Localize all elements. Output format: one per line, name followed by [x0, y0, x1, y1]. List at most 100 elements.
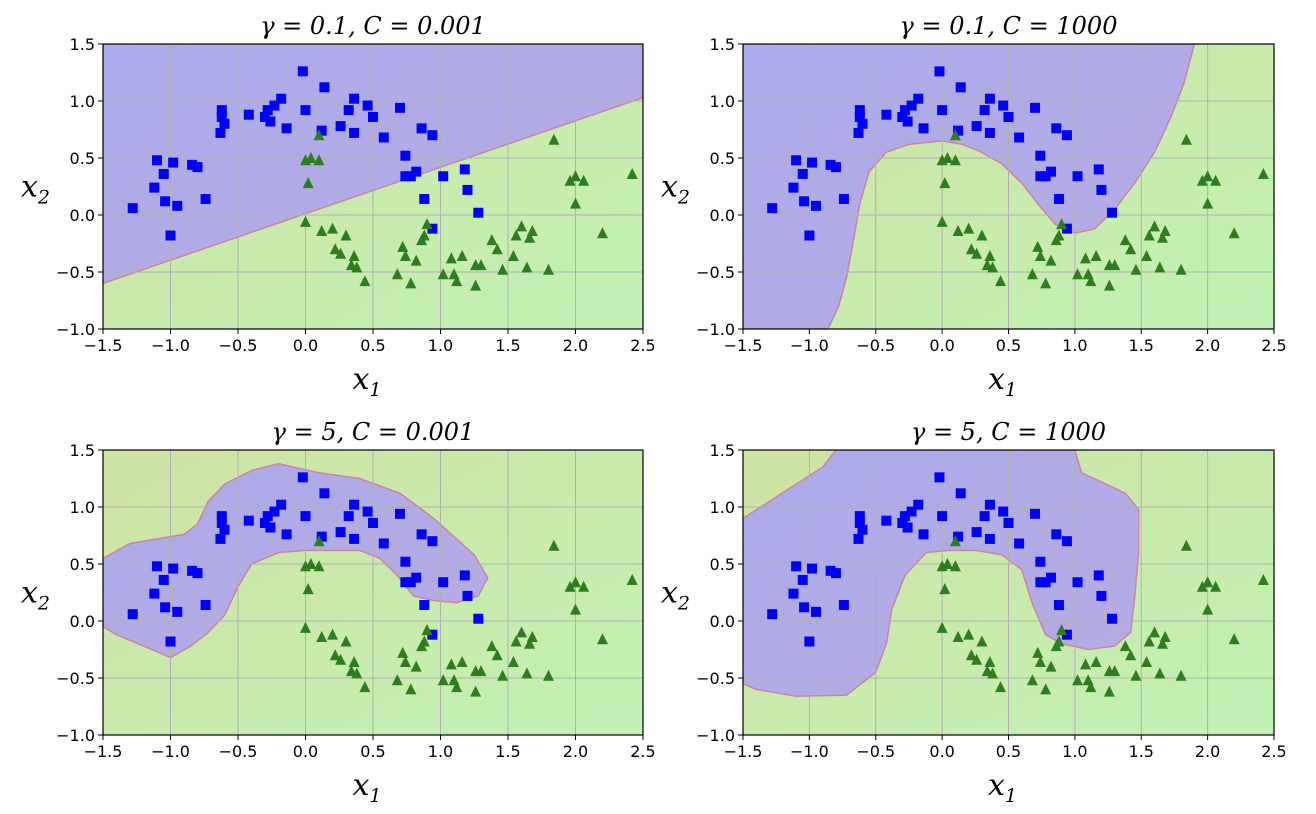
class0-point [400, 556, 411, 567]
class1-point [1154, 667, 1166, 679]
class0-point [857, 118, 868, 129]
class1-point [399, 250, 411, 262]
class0-point [854, 511, 865, 522]
x-axis-label: x1 [988, 362, 1017, 401]
class1-point [976, 635, 988, 647]
class1-point [524, 231, 536, 243]
class0-point [349, 499, 360, 510]
class0-point [979, 511, 990, 522]
class1-point [1156, 637, 1168, 649]
class0-point [378, 132, 389, 143]
class0-point [395, 102, 405, 113]
x-tick-label: 0.0 [929, 742, 954, 761]
class1-point [578, 174, 590, 186]
class0-point [1072, 171, 1083, 182]
class0-point [788, 182, 799, 193]
class0-point [1061, 130, 1072, 141]
class0-point [1096, 184, 1107, 195]
class0-point [378, 538, 389, 549]
class0-point [811, 200, 822, 211]
class0-point [368, 111, 378, 122]
class1-point [1125, 649, 1137, 661]
class0-point [165, 230, 176, 241]
class0-point [998, 100, 1009, 111]
x-tick-label: 0.0 [293, 336, 318, 355]
x-tick-label: 0.5 [360, 336, 385, 355]
class0-point [300, 105, 311, 116]
class0-point [165, 636, 176, 647]
x-tick-label: 0.0 [293, 742, 318, 761]
class0-point [243, 515, 254, 526]
class0-point [411, 572, 422, 583]
y-tick-label: −0.5 [696, 669, 735, 688]
class1-point [1079, 252, 1091, 264]
x-tick-label: −1.0 [151, 336, 190, 355]
class0-point [335, 121, 346, 132]
class1-point [1040, 683, 1052, 695]
class1-point [313, 560, 325, 572]
class1-point [391, 674, 403, 686]
class0-point [405, 171, 416, 182]
y-tick-label: 1.5 [710, 441, 735, 460]
class1-point [526, 224, 538, 236]
x-tick-label: −0.5 [219, 742, 258, 761]
class1-point [405, 683, 417, 695]
class1-point [578, 580, 590, 592]
class0-point [807, 157, 818, 168]
y-axis-label: x2 [661, 576, 690, 615]
class0-point [984, 93, 995, 104]
class1-point [316, 630, 328, 642]
x-tick-label: 2.0 [1195, 336, 1220, 355]
class1-point [1154, 261, 1166, 273]
class1-point [486, 640, 498, 652]
x-tick-label: 0.5 [996, 336, 1021, 355]
class0-point [473, 613, 484, 624]
class1-point [570, 603, 581, 615]
class0-point [854, 111, 865, 122]
class0-point [187, 565, 198, 576]
class1-point [939, 583, 951, 595]
class0-point [906, 100, 917, 111]
class0-point [1045, 166, 1056, 177]
class1-point [971, 653, 983, 665]
class1-point [437, 674, 449, 686]
class1-point [570, 576, 581, 588]
class0-point [319, 488, 330, 499]
x-tick-label: 2.5 [1261, 742, 1286, 761]
class0-point [400, 150, 411, 161]
class1-point [939, 177, 951, 189]
class1-point [521, 261, 533, 273]
class0-point [953, 531, 964, 542]
class1-point [305, 558, 317, 569]
class0-point [902, 522, 913, 533]
x-tick-label: −1.0 [151, 742, 190, 761]
x-tick-label: 1.5 [1129, 336, 1154, 355]
class0-point [1107, 613, 1118, 624]
class0-point [343, 511, 354, 522]
class0-point [400, 171, 411, 182]
class0-point [316, 125, 327, 136]
class1-point [1053, 229, 1065, 241]
x-tick-label: −1.5 [724, 336, 763, 355]
class0-point [349, 93, 360, 104]
subplot-title: γ = 5, C = 1000 [911, 418, 1106, 446]
class1-point [340, 635, 352, 647]
class0-point [400, 577, 411, 588]
class1-point [949, 535, 961, 547]
y-tick-label: −0.5 [696, 263, 735, 282]
class0-point [934, 472, 945, 483]
y-tick-label: 1.0 [70, 92, 95, 111]
class1-point [335, 247, 347, 259]
class0-point [838, 600, 849, 611]
class0-point [149, 588, 160, 599]
class1-point [510, 635, 522, 647]
class0-point [799, 602, 810, 613]
class1-point [470, 259, 482, 271]
class1-point [497, 669, 509, 681]
class1-point [1090, 250, 1102, 262]
class1-point [1180, 133, 1192, 145]
class1-point [418, 229, 430, 241]
y-tick-label: 1.0 [70, 498, 95, 517]
class1-point [995, 275, 1007, 287]
class0-point [411, 166, 422, 177]
